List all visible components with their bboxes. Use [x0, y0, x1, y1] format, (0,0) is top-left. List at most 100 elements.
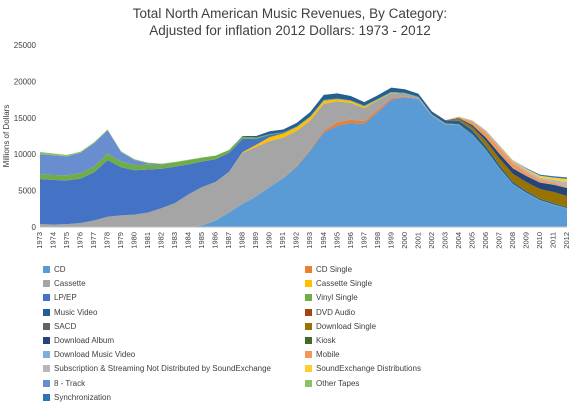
x-tick-label: 1973 [35, 232, 44, 249]
x-tick-label: 1980 [130, 232, 139, 249]
legend-swatch [305, 379, 312, 387]
legend-label: Cassette Single [316, 279, 373, 289]
x-tick-label: 2010 [535, 232, 544, 249]
x-tick-label: 1974 [48, 232, 57, 249]
legend-item-download-single: Download Single [305, 321, 377, 332]
legend-item-cassette: Cassette [43, 279, 86, 289]
legend-swatch [43, 337, 50, 344]
x-tick-label: 2011 [548, 232, 557, 248]
x-tick-label: 1993 [305, 232, 314, 249]
legend-swatch [43, 379, 50, 387]
legend-item-download-music-video: Download Music Video [43, 350, 135, 360]
x-tick-label: 1988 [238, 232, 247, 249]
legend-label: Music Video [54, 307, 98, 317]
x-tick-label: 2009 [521, 232, 530, 249]
legend-item-kiosk: Kiosk [305, 336, 336, 346]
x-tick-label: 1990 [265, 232, 274, 249]
legend-item-music-video: Music Video [43, 307, 98, 318]
x-tick-label: 2003 [440, 232, 449, 249]
legend-label: Cassette [54, 279, 86, 289]
x-tick-label: 2004 [454, 232, 463, 249]
legend-label: Synchronization [54, 392, 111, 402]
legend-swatch [43, 280, 50, 288]
legend-swatch [43, 308, 50, 316]
x-tick-label: 1992 [292, 232, 301, 249]
legend-swatch [305, 322, 312, 330]
legend-swatch [43, 393, 50, 401]
legend-item-other-tapes: Other Tapes [305, 378, 360, 389]
x-tick-label: 2006 [481, 232, 490, 249]
legend-label: Mobile [316, 350, 340, 360]
x-tick-label: 2002 [427, 232, 436, 249]
legend-label: Vinyl Single [316, 293, 358, 303]
legend-label: SACD [54, 321, 77, 331]
x-tick-label: 1995 [332, 232, 341, 249]
x-tick-label: 1983 [170, 232, 179, 249]
legend-label: CD [54, 265, 66, 274]
legend-item-vinyl-single: Vinyl Single [305, 293, 358, 303]
legend-label: Download Album [54, 336, 115, 345]
legend-swatch [43, 365, 50, 373]
x-tick-label: 1998 [373, 232, 382, 249]
legend-swatch [43, 351, 50, 359]
x-tick-label: 1979 [116, 232, 125, 249]
x-tick-label: 2005 [467, 232, 476, 249]
x-tick-label: 1981 [143, 232, 152, 249]
legend-item-download-album: Download Album [43, 336, 115, 346]
legend-item-soundexchange-distributions: SoundExchange Distributions [305, 364, 421, 374]
y-tick-label: 15000 [14, 114, 37, 123]
legend-item-lp-ep: LP/EP [43, 293, 77, 303]
legend-swatch [305, 351, 312, 359]
x-tick-label: 2012 [562, 232, 571, 249]
x-tick-label: 1985 [197, 232, 206, 249]
x-tick-label: 1987 [224, 232, 233, 249]
x-tick-label: 1996 [346, 232, 355, 249]
legend-item-cd-single: CD Single [305, 265, 352, 275]
y-tick-label: 0 [32, 223, 37, 232]
legend-label: Other Tapes [316, 378, 360, 388]
legend-item-dvd-audio: DVD Audio [305, 307, 356, 318]
x-tick-label: 1984 [184, 232, 193, 249]
y-tick-label: 20000 [14, 77, 37, 86]
x-tick-label: 1986 [211, 232, 220, 249]
area-lp-ep [40, 92, 567, 225]
legend-label: Download Single [316, 321, 377, 331]
x-tick-label: 2000 [400, 232, 409, 249]
legend-swatch [43, 294, 50, 302]
y-axis-ticks: 0 5000 10000 15000 20000 25000 [14, 41, 37, 232]
legend-item-cassette-single: Cassette Single [305, 279, 373, 289]
y-tick-label: 25000 [14, 41, 37, 50]
legend-item-subscription-streaming-not-distributed-by-soundexchange: Subscription & Streaming Not Distributed… [43, 364, 271, 374]
x-tick-label: 2007 [494, 232, 503, 249]
x-tick-label: 1991 [278, 232, 287, 249]
legend-label: DVD Audio [316, 307, 356, 317]
legend-label: 8 - Track [54, 378, 86, 388]
legend-swatch [305, 294, 312, 302]
area-series-group [40, 87, 567, 227]
legend-item-cd: CD [43, 265, 66, 275]
legend-swatch [305, 337, 312, 344]
x-tick-label: 1977 [89, 232, 98, 249]
x-tick-label: 1989 [251, 232, 260, 249]
x-tick-label: 1999 [386, 232, 395, 249]
chart-subtitle: Adjusted for inflation 2012 Dollars: 197… [149, 23, 431, 38]
legend-item-synchronization: Synchronization [43, 392, 111, 403]
legend-swatch [43, 266, 50, 273]
legend-label: SoundExchange Distributions [316, 364, 421, 374]
legend-swatch [305, 365, 312, 373]
x-tick-label: 1978 [103, 232, 112, 249]
x-tick-label: 1997 [359, 232, 368, 249]
x-tick-label: 1975 [62, 232, 71, 249]
legend-label: Kiosk [316, 336, 336, 345]
x-tick-label: 2008 [508, 232, 517, 249]
x-tick-label: 1976 [76, 232, 85, 249]
x-tick-label: 1994 [319, 232, 328, 249]
chart-title: Total North American Music Revenues, By … [132, 6, 448, 21]
x-axis-ticks: 1973 1974 1975 1976 1977 1978 1979 1980 1981 1982… [35, 232, 571, 249]
x-tick-label: 2001 [413, 232, 422, 249]
legend-swatch [305, 280, 312, 288]
y-axis-label: Millions of Dollars [2, 105, 11, 168]
y-tick-label: 10000 [14, 150, 37, 159]
legend-swatch [305, 308, 312, 316]
